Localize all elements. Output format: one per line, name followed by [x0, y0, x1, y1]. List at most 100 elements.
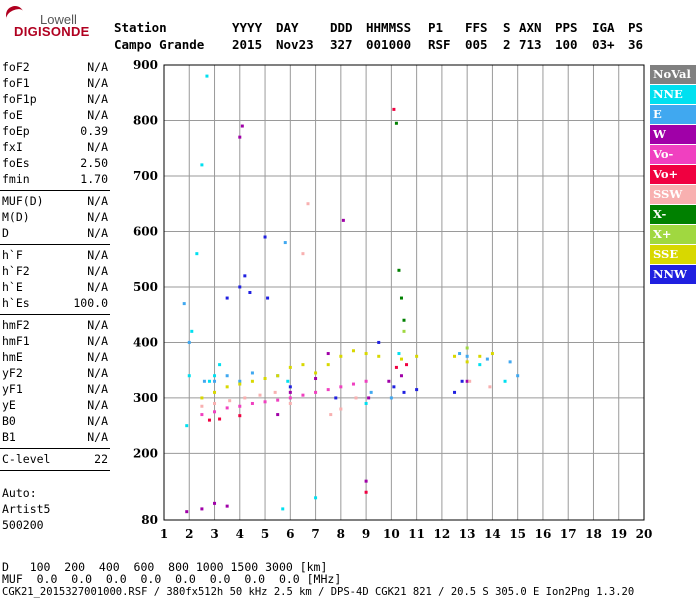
logo-digisonde-text: DIGISONDE [14, 24, 90, 39]
data-point-e [250, 371, 254, 375]
header-value: RSF [428, 37, 451, 52]
param-row: h`Es 100.0 [2, 296, 108, 312]
muf-row: MUF 0.0 0.0 0.0 0.0 0.0 0.0 0.0 0.0 [MHz… [2, 572, 342, 586]
param-name: M(D) [2, 210, 30, 224]
data-point-nnw [266, 296, 270, 300]
header-label: Station [114, 20, 167, 35]
data-point-vo- [314, 390, 318, 394]
data-point-w [399, 374, 403, 378]
param-value: N/A [87, 92, 108, 106]
param-name: foF1 [2, 76, 30, 90]
param-value: N/A [87, 350, 108, 364]
param-name: yF2 [2, 366, 23, 380]
param-name: hmF2 [2, 318, 30, 332]
data-point-sse [478, 354, 482, 358]
data-point-w [288, 390, 292, 394]
data-point-nne [185, 424, 189, 428]
data-point-ssw [213, 401, 217, 405]
header-value: 36 [628, 37, 644, 52]
param-name: fmin [2, 172, 30, 186]
legend-item: X+ [650, 225, 696, 244]
data-point-nne [213, 374, 217, 378]
y-tick-label: 80 [141, 513, 158, 527]
param-value: 2.50 [80, 156, 108, 170]
param-row: foF1p N/A [2, 92, 108, 108]
x-tick-label: 2 [185, 527, 193, 541]
x-tick-label: 17 [560, 527, 577, 541]
param-row: C-level 22 [2, 452, 108, 468]
data-point-e [202, 379, 206, 383]
x-tick-label: 12 [434, 527, 451, 541]
x-tick-label: 15 [509, 527, 526, 541]
data-point-w [465, 379, 469, 383]
header-label: HHMMSS [366, 20, 412, 35]
data-point-w [387, 379, 391, 383]
header-label: DAY [276, 20, 299, 35]
data-point-ssw [306, 202, 310, 206]
data-point-e [182, 302, 186, 306]
data-point-e [516, 374, 520, 378]
file-info-line: CGK21_2015327001000.RSF / 380fx512h 50 k… [2, 586, 635, 598]
data-point-sse [415, 354, 419, 358]
param-row: hmF2 N/A [2, 318, 108, 334]
x-tick-label: 5 [261, 527, 269, 541]
plot-frame [163, 64, 645, 521]
x-tick-label: 7 [311, 527, 319, 541]
auto-label: Auto: [2, 486, 37, 500]
x-tick-label: 9 [362, 527, 370, 541]
x-tick-label: 4 [236, 527, 244, 541]
param-value: N/A [87, 60, 108, 74]
data-point-sse [351, 349, 355, 353]
param-value: N/A [87, 264, 108, 278]
header-value: 2015 [232, 37, 263, 52]
data-point-sse [490, 352, 494, 356]
data-point-vo- [364, 379, 368, 383]
param-separator [0, 244, 110, 245]
param-value: N/A [87, 226, 108, 240]
data-point-nnw [238, 285, 242, 289]
data-point-ssw [354, 396, 358, 400]
param-row: fmin 1.70 [2, 172, 108, 188]
data-point-x- [394, 121, 398, 125]
data-point-ssw [301, 252, 305, 256]
data-point-nnw [392, 385, 396, 389]
param-name: yF1 [2, 382, 23, 396]
header-label: PPS [555, 20, 578, 35]
auto-version: 500200 [2, 518, 44, 532]
param-name: hmF1 [2, 334, 30, 348]
param-row: D N/A [2, 226, 108, 242]
logo-lowell-text: Lowell [40, 12, 77, 27]
x-tick-label: 6 [286, 527, 294, 541]
x-tick-label: 11 [408, 527, 425, 541]
x-tick-label: 14 [484, 527, 501, 541]
param-value: N/A [87, 108, 108, 122]
header-label: P1 [428, 20, 444, 35]
data-point-sse [225, 385, 229, 389]
param-name: foEp [2, 124, 30, 138]
data-point-ssw [468, 379, 472, 383]
data-point-w [185, 510, 189, 514]
y-tick-label: 500 [133, 280, 158, 294]
data-point-vo- [218, 417, 222, 421]
y-tick-label: 300 [133, 391, 158, 405]
data-point-vo- [405, 363, 409, 367]
header-value: 005 [465, 37, 488, 52]
param-value: 0.39 [80, 124, 108, 138]
param-value: N/A [87, 76, 108, 90]
data-point-vo- [351, 382, 355, 386]
data-point-nnw [243, 274, 247, 278]
data-point-nne [281, 507, 285, 511]
data-point-e [508, 360, 512, 364]
data-point-sse [453, 354, 457, 358]
data-point-nnw [415, 388, 419, 392]
param-name: h`F [2, 248, 23, 262]
auto-program: Artist5 [2, 502, 51, 516]
data-point-e [283, 241, 287, 245]
data-point-nne [478, 363, 482, 367]
data-point-vo- [276, 398, 280, 402]
data-point-nnw [334, 396, 338, 400]
data-point-e [458, 352, 462, 356]
header-value: 100 [555, 37, 578, 52]
param-separator [0, 448, 110, 449]
